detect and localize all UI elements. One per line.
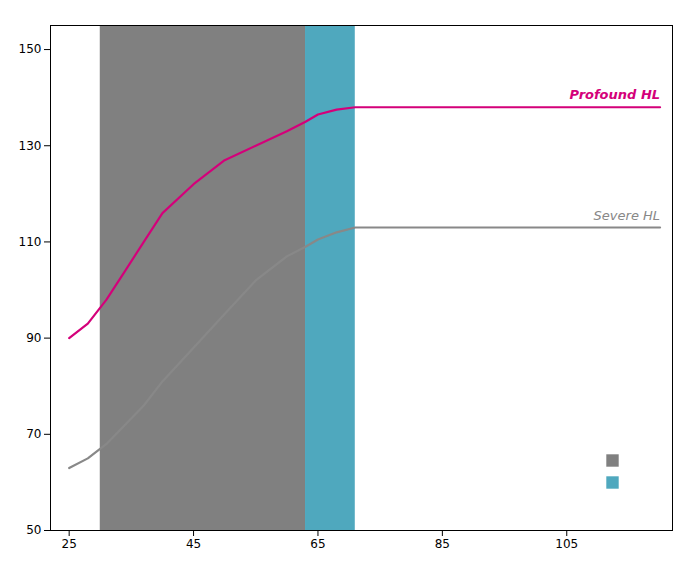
svg-text:90: 90 bbox=[26, 331, 41, 345]
svg-text:105: 105 bbox=[555, 537, 578, 551]
svg-text:50: 50 bbox=[26, 523, 41, 537]
svg-text:Severe HL: Severe HL bbox=[594, 208, 660, 223]
svg-text:85: 85 bbox=[435, 537, 450, 551]
svg-text:Profound HL: Profound HL bbox=[569, 87, 660, 102]
svg-text:150: 150 bbox=[19, 42, 42, 56]
svg-text:110: 110 bbox=[19, 235, 42, 249]
svg-text:130: 130 bbox=[19, 139, 42, 153]
svg-text:25: 25 bbox=[62, 537, 77, 551]
svg-text:65: 65 bbox=[310, 537, 325, 551]
svg-text:70: 70 bbox=[26, 427, 41, 441]
svg-text:45: 45 bbox=[186, 537, 201, 551]
